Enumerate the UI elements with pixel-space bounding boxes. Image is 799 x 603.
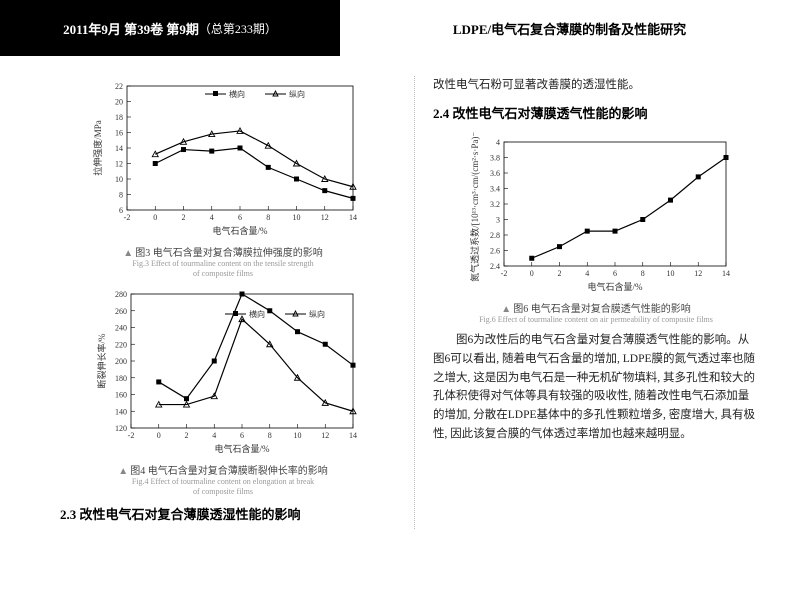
svg-text:-2: -2 (124, 213, 131, 222)
right-paragraph: 图6为改性后的电气石含量对复合薄膜透气性能的影响。从图6可以看出, 随着电气石含… (433, 331, 759, 445)
fig3-svg: -2 0 2 4 6 8 10 12 14 6 8 10 12 14 16 18 20 22 电气石含量/% 拉伸强度… (83, 76, 363, 236)
svg-text:16: 16 (115, 129, 123, 138)
caption-marker-icon: ▲ (118, 466, 128, 477)
svg-text:2: 2 (182, 213, 186, 222)
svg-text:8: 8 (266, 213, 270, 222)
svg-text:14: 14 (115, 144, 123, 153)
svg-text:12: 12 (321, 431, 329, 440)
svg-text:10: 10 (115, 175, 123, 184)
fig6-caption-en: Fig.6 Effect of tourmaline content on ai… (433, 315, 759, 325)
svg-text:8: 8 (268, 431, 272, 440)
svg-text:6: 6 (240, 431, 244, 440)
caption-marker-icon: ▲ (123, 248, 133, 259)
svg-text:200: 200 (115, 357, 127, 366)
svg-text:280: 280 (115, 290, 127, 299)
fig6-chart: -2 0 2 4 6 8 10 12 14 2.4 2.6 2.8 3 3.2 3.4 3.6 3.8 4 电气石含… (433, 132, 759, 292)
svg-text:纵向: 纵向 (289, 89, 305, 99)
caption-marker-icon: ▲ (501, 304, 511, 315)
svg-text:220: 220 (115, 340, 127, 349)
svg-text:6: 6 (613, 269, 617, 278)
fig3-caption-cn: ▲图3 电气石含量对复合薄膜拉伸强度的影响 (60, 244, 386, 259)
svg-text:横向: 横向 (229, 89, 245, 99)
header-paper-title: LDPE/电气石复合薄膜的制备及性能研究 (340, 0, 799, 56)
right-column: 改性电气石粉可显著改善膜的透湿性能。 2.4 改性电气石对薄膜透气性能的影响 -… (414, 76, 759, 529)
svg-text:18: 18 (115, 113, 123, 122)
svg-text:4: 4 (210, 213, 214, 222)
svg-text:3.6: 3.6 (490, 169, 500, 178)
svg-text:拉伸强度/MPa: 拉伸强度/MPa (92, 120, 103, 176)
svg-text:14: 14 (349, 213, 357, 222)
svg-text:10: 10 (294, 431, 302, 440)
svg-text:14: 14 (349, 431, 357, 440)
svg-text:160: 160 (115, 391, 127, 400)
fig4-caption-en-2: of composite films (193, 487, 253, 496)
fig6-caption-cn-text: 图6 电气石含量对复合膜透气性能的影响 (513, 304, 691, 315)
svg-text:6: 6 (238, 213, 242, 222)
svg-text:3.8: 3.8 (490, 153, 500, 162)
svg-text:横向: 横向 (249, 309, 265, 319)
fig3-chart: -2 0 2 4 6 8 10 12 14 6 8 10 12 14 16 18 20 22 电气石含量/% 拉伸强度… (60, 76, 386, 236)
svg-text:180: 180 (115, 374, 127, 383)
svg-text:3: 3 (496, 215, 500, 224)
svg-text:0: 0 (530, 269, 534, 278)
section-2-4-title: 2.4 改性电气石对薄膜透气性能的影响 (433, 103, 759, 122)
section-2-3-title: 2.3 改性电气石对复合薄膜透湿性能的影响 (60, 504, 386, 523)
fig4-chart: -2 0 2 4 6 8 10 12 14 120 140 160 180 200 220 240 260 280… (60, 284, 386, 454)
page-header: 2011年9月 第39卷 第9期 （总第233期） LDPE/电气石复合薄膜的制… (0, 0, 799, 56)
svg-text:4: 4 (496, 138, 500, 147)
fig3-caption-cn-text: 图3 电气石含量对复合薄膜拉伸强度的影响 (135, 248, 323, 259)
svg-text:2.8: 2.8 (490, 231, 500, 240)
fig4-caption-en-1: Fig.4 Effect of tourmaline content on el… (132, 477, 314, 486)
svg-text:12: 12 (321, 213, 329, 222)
svg-text:电气石含量/%: 电气石含量/% (215, 443, 271, 454)
fig3-caption-en-1: Fig.3 Effect of tourmaline content on th… (132, 259, 313, 268)
header-issue-no: （总第233期） (199, 20, 277, 37)
header-left: 2011年9月 第39卷 第9期 （总第233期） (0, 0, 340, 56)
svg-text:电气石含量/%: 电气石含量/% (588, 281, 644, 292)
svg-text:8: 8 (119, 191, 123, 200)
svg-text:240: 240 (115, 324, 127, 333)
svg-text:2: 2 (558, 269, 562, 278)
header-date-volume: 2011年9月 第39卷 第9期 (63, 19, 199, 38)
svg-text:8: 8 (641, 269, 645, 278)
fig4-caption-cn-text: 图4 电气石含量对复合薄膜断裂伸长率的影响 (130, 466, 328, 477)
svg-text:2.4: 2.4 (490, 262, 500, 271)
fig3-caption-en-2: of composite films (193, 269, 253, 278)
svg-text:0: 0 (153, 213, 157, 222)
svg-text:2: 2 (185, 431, 189, 440)
right-intro-text: 改性电气石粉可显著改善膜的透湿性能。 (433, 76, 759, 95)
svg-text:14: 14 (722, 269, 730, 278)
svg-text:120: 120 (115, 424, 127, 433)
svg-text:3.4: 3.4 (490, 184, 500, 193)
svg-text:22: 22 (115, 82, 123, 91)
svg-text:氮气透过系数/[10¹³·cm³·cm/(cm²·s·Pa): 氮气透过系数/[10¹³·cm³·cm/(cm²·s·Pa)⁻¹] (469, 132, 480, 282)
fig4-caption-en: Fig.4 Effect of tourmaline content on el… (60, 477, 386, 496)
svg-text:2.6: 2.6 (490, 246, 500, 255)
left-column: -2024681012146810121416182022电气石含量/%拉伸强度… (60, 76, 386, 529)
svg-text:-2: -2 (128, 431, 135, 440)
svg-text:12: 12 (115, 160, 123, 169)
fig6-caption-cn: ▲图6 电气石含量对复合膜透气性能的影响 (433, 300, 759, 315)
svg-text:电气石含量/%: 电气石含量/% (213, 225, 269, 236)
svg-text:-2: -2 (501, 269, 508, 278)
svg-text:10: 10 (667, 269, 675, 278)
svg-text:4: 4 (212, 431, 216, 440)
fig3-caption-en: Fig.3 Effect of tourmaline content on th… (60, 259, 386, 278)
svg-text:4: 4 (585, 269, 589, 278)
svg-text:6: 6 (119, 206, 123, 215)
svg-text:260: 260 (115, 307, 127, 316)
fig4-caption-cn: ▲图4 电气石含量对复合薄膜断裂伸长率的影响 (60, 462, 386, 477)
svg-text:10: 10 (293, 213, 301, 222)
svg-text:0: 0 (157, 431, 161, 440)
svg-text:20: 20 (115, 98, 123, 107)
svg-text:12: 12 (694, 269, 702, 278)
svg-text:3.2: 3.2 (490, 200, 500, 209)
fig6-svg: -2 0 2 4 6 8 10 12 14 2.4 2.6 2.8 3 3.2 3.4 3.6 3.8 4 电气石含… (456, 132, 736, 292)
svg-text:纵向: 纵向 (309, 309, 325, 319)
svg-text:140: 140 (115, 407, 127, 416)
svg-text:断裂伸长率/%: 断裂伸长率/% (96, 333, 107, 389)
fig4-svg: -2 0 2 4 6 8 10 12 14 120 140 160 180 200 220 240 260 280… (83, 284, 363, 454)
body: -2024681012146810121416182022电气石含量/%拉伸强度… (0, 56, 799, 539)
